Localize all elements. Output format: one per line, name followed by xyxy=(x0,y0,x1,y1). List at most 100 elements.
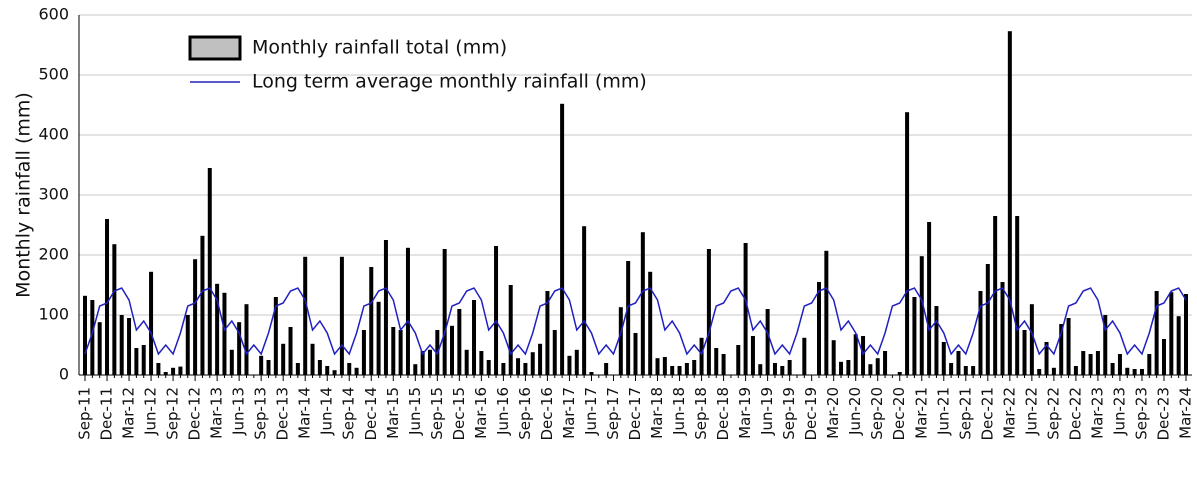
x-tick-label: Mar-14 xyxy=(296,387,314,439)
x-tick-label: Sep-19 xyxy=(780,387,798,440)
bar xyxy=(288,327,293,375)
bar xyxy=(714,348,719,375)
bar xyxy=(743,243,748,375)
bar xyxy=(420,351,425,375)
bar xyxy=(1161,339,1166,375)
bar xyxy=(941,342,946,375)
bar xyxy=(538,343,543,375)
bar xyxy=(229,349,234,375)
bar xyxy=(1176,316,1181,375)
x-tick-label: Jun-17 xyxy=(582,387,600,436)
bar xyxy=(853,334,858,375)
x-tick-label: Dec-12 xyxy=(186,387,204,441)
bar xyxy=(912,297,917,375)
bar xyxy=(141,345,146,375)
x-tick-label: Dec-16 xyxy=(538,387,556,441)
bar xyxy=(971,366,976,375)
bar xyxy=(112,244,117,375)
x-tick-label: Mar-15 xyxy=(384,387,402,439)
bar xyxy=(626,261,631,375)
x-tick-label: Dec-22 xyxy=(1066,387,1084,441)
x-tick-label: Dec-19 xyxy=(802,387,820,441)
bar xyxy=(1073,366,1078,375)
bar xyxy=(354,367,359,375)
bar xyxy=(824,250,829,375)
y-tick-label: 400 xyxy=(38,125,69,144)
bar xyxy=(398,330,403,375)
bar xyxy=(670,366,675,375)
y-tick-label: 100 xyxy=(38,305,69,324)
bar xyxy=(956,351,961,375)
bar xyxy=(413,364,418,375)
x-tick-label: Jun-21 xyxy=(934,387,952,436)
bar xyxy=(222,292,227,375)
bar xyxy=(376,301,381,375)
bar xyxy=(347,363,352,375)
bar xyxy=(119,315,124,375)
bar xyxy=(1044,342,1049,375)
bar xyxy=(237,322,242,375)
bar xyxy=(1081,351,1086,375)
x-tick-label: Sep-13 xyxy=(252,387,270,440)
bar xyxy=(640,232,645,375)
bar xyxy=(655,358,660,375)
x-tick-label: Sep-12 xyxy=(164,387,182,440)
x-tick-label: Mar-23 xyxy=(1088,387,1106,439)
x-tick-label: Jun-18 xyxy=(670,387,688,436)
x-tick-label: Jun-15 xyxy=(406,387,424,436)
bar xyxy=(450,325,454,375)
bar xyxy=(405,247,410,375)
bar xyxy=(178,366,183,375)
bar xyxy=(1132,369,1137,375)
bar xyxy=(215,283,220,375)
bar xyxy=(750,336,755,375)
bar xyxy=(127,318,132,375)
x-tick-label: Sep-20 xyxy=(868,387,886,440)
bar xyxy=(875,358,880,375)
bar xyxy=(648,271,653,375)
bar xyxy=(1095,351,1100,375)
bar xyxy=(985,264,990,375)
bar xyxy=(1169,292,1174,375)
x-tick-label: Dec-15 xyxy=(450,387,468,441)
bar xyxy=(905,112,910,375)
bar xyxy=(207,168,212,375)
x-tick-label: Mar-24 xyxy=(1177,387,1195,439)
bar xyxy=(383,240,388,375)
bar xyxy=(427,349,432,375)
y-axis-title: Monthly rainfall (mm) xyxy=(13,92,35,298)
y-tick-label: 300 xyxy=(38,185,69,204)
x-tick-label: Dec-20 xyxy=(890,387,908,441)
x-tick-label: Sep-18 xyxy=(692,387,710,440)
bar xyxy=(721,354,726,375)
bar xyxy=(1051,367,1056,375)
bar xyxy=(552,330,557,375)
bar xyxy=(919,256,924,375)
bar xyxy=(1088,354,1093,375)
y-tick-label: 200 xyxy=(38,245,69,264)
x-tick-label: Mar-16 xyxy=(472,387,490,439)
bar xyxy=(618,307,623,375)
bar xyxy=(831,340,836,375)
x-tick-label: Sep-16 xyxy=(516,387,534,440)
bar xyxy=(934,306,939,375)
bar xyxy=(758,364,763,375)
bar xyxy=(949,363,954,375)
bar xyxy=(589,372,594,375)
bar xyxy=(1154,291,1159,375)
bar xyxy=(633,333,638,375)
bar xyxy=(861,336,866,375)
bar xyxy=(369,267,374,375)
x-tick-label: Mar-19 xyxy=(736,387,754,439)
bar xyxy=(927,222,932,375)
bar xyxy=(1139,369,1144,375)
bar xyxy=(772,363,777,375)
legend-label: Monthly rainfall total (mm) xyxy=(252,37,507,59)
x-tick-label: Jun-20 xyxy=(846,387,864,436)
bar xyxy=(802,337,807,375)
x-tick-label: Dec-17 xyxy=(626,387,644,441)
y-tick-label: 500 xyxy=(38,65,69,84)
x-tick-label: Sep-22 xyxy=(1044,387,1062,440)
bar xyxy=(567,355,572,375)
